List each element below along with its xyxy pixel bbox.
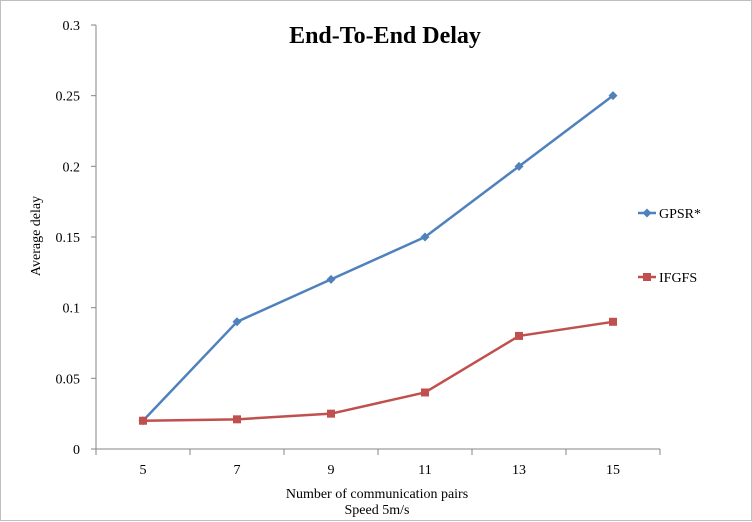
legend-item: IFGFS: [638, 271, 697, 286]
data-point: [609, 317, 617, 326]
data-point: [608, 91, 618, 101]
chart-title: End-To-End Delay: [289, 23, 481, 49]
y-tick-label: 0.1: [63, 302, 81, 317]
legend-label: GPSR*: [659, 207, 701, 222]
legend: GPSR* IFGFS: [638, 207, 701, 286]
legend-item: GPSR*: [638, 207, 701, 222]
x-tick-label: 13: [512, 463, 526, 478]
y-tick-label: 0.2: [63, 160, 81, 175]
data-point: [515, 331, 523, 340]
x-axis-sublabel: Speed 5m/s: [345, 503, 410, 518]
data-point: [327, 409, 335, 418]
data-point: [139, 416, 147, 425]
y-axis-label: Average delay: [29, 196, 44, 276]
data-point: [420, 232, 430, 242]
x-tick-label: 15: [606, 463, 620, 478]
data-point: [514, 161, 524, 171]
series-line: [142, 320, 614, 422]
data-point: [326, 274, 336, 284]
data-point: [421, 388, 429, 397]
y-tick-label: 0.15: [56, 231, 81, 246]
x-tick-label: 9: [328, 463, 335, 478]
axes: 0 0.05 0.1 0.15 0.2 0.25 0.3 5 7 9 11 13 15: [56, 19, 661, 478]
x-tick-label: 11: [418, 463, 431, 478]
data-point: [233, 415, 241, 424]
y-tick-label: 0.3: [63, 19, 81, 34]
y-tick-label: 0.25: [56, 90, 81, 105]
y-tick-label: 0: [73, 443, 80, 458]
legend-label: IFGFS: [659, 271, 697, 286]
series-gpsr: [138, 91, 618, 426]
legend-marker: [643, 273, 651, 281]
series-ifgfs: [139, 317, 617, 425]
series-line: [142, 94, 614, 422]
x-tick-label: 7: [234, 463, 241, 478]
y-tick-label: 0.05: [56, 372, 81, 387]
data-point: [232, 317, 242, 327]
legend-marker: [642, 208, 652, 218]
x-axis-label: Number of communication pairs: [286, 487, 468, 502]
x-tick-label: 5: [140, 463, 147, 478]
plot-area: [138, 91, 618, 426]
